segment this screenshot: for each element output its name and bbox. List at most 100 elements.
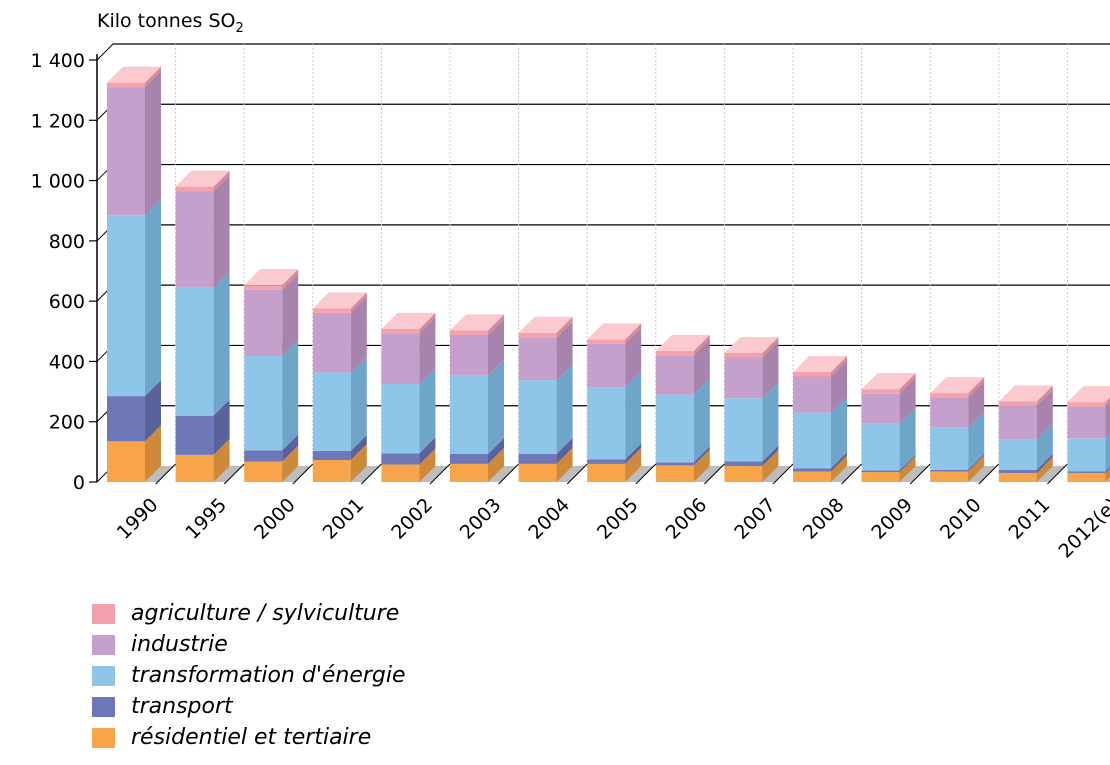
bar-segment-side bbox=[762, 450, 779, 482]
bar-segment bbox=[1067, 471, 1106, 473]
bar-stack bbox=[381, 312, 436, 482]
legend-item: transport bbox=[92, 691, 406, 722]
bar-segment-side bbox=[762, 445, 779, 467]
bar-segment-side bbox=[968, 411, 985, 470]
bar-stack bbox=[1067, 386, 1110, 482]
legend-swatch bbox=[92, 727, 115, 748]
bar-segment-side bbox=[213, 170, 230, 192]
bar-stack bbox=[724, 336, 779, 482]
bar-segment-side bbox=[625, 371, 642, 460]
bar-segment bbox=[724, 398, 763, 462]
legend-item: résidentiel et tertiaire bbox=[92, 722, 406, 753]
bar-segment-side bbox=[625, 443, 642, 464]
bar-top bbox=[930, 377, 985, 394]
bar-segment bbox=[998, 401, 1037, 407]
x-tick-label: 1995 bbox=[181, 494, 231, 544]
bar-segment-side bbox=[762, 382, 779, 462]
bar-segment bbox=[930, 393, 969, 398]
bar-segment-side bbox=[693, 378, 710, 463]
bar-segment bbox=[107, 441, 145, 482]
bar-segment-side bbox=[488, 447, 504, 482]
bar-segment bbox=[518, 463, 557, 482]
bar-segment-side bbox=[1105, 466, 1110, 473]
bar-segment-side bbox=[693, 446, 710, 466]
bar-segment-side bbox=[899, 377, 916, 424]
bar-stack bbox=[175, 170, 230, 482]
bar-segment bbox=[930, 427, 969, 470]
bar-segment bbox=[930, 469, 969, 472]
bar-segment-side bbox=[899, 454, 916, 473]
bar-segment bbox=[587, 463, 626, 482]
bar-segment-side bbox=[968, 381, 985, 428]
bar-segment-side bbox=[213, 438, 230, 482]
floor-separator bbox=[498, 463, 519, 485]
bar-stack bbox=[244, 269, 299, 482]
bar-segment bbox=[1067, 402, 1106, 407]
bar-segment bbox=[1067, 472, 1106, 482]
bar-segment-side bbox=[419, 368, 436, 454]
bar-segment-side bbox=[899, 407, 916, 471]
bar-segment bbox=[175, 186, 214, 192]
x-tick-label: 2004 bbox=[524, 494, 574, 544]
x-axis-labels: 1990 1995 2000 2001 2002 2003 2004 2005 2006 2007… bbox=[113, 494, 1110, 560]
x-tick-label: 2008 bbox=[799, 494, 849, 544]
bar-top bbox=[450, 314, 504, 331]
bar-segment-side bbox=[488, 437, 504, 464]
bar-segment bbox=[587, 459, 626, 464]
y-axis-title: Kilo tonnes SO2 bbox=[97, 10, 244, 36]
bar-segment bbox=[998, 469, 1037, 473]
x-tick-label: 2000 bbox=[250, 494, 300, 544]
bar-segment bbox=[793, 376, 831, 413]
bar-stack bbox=[861, 373, 916, 482]
bar-segment bbox=[587, 339, 626, 344]
bar-segment bbox=[998, 472, 1037, 482]
bar-top bbox=[312, 292, 367, 309]
bar-segment bbox=[107, 87, 145, 216]
bar-segment-side bbox=[1105, 468, 1110, 482]
bar-segment-side bbox=[145, 199, 161, 397]
legend-swatch bbox=[92, 665, 115, 686]
bar-segment bbox=[244, 356, 283, 451]
bar-segment-side bbox=[762, 336, 779, 358]
bar-segment bbox=[175, 454, 214, 482]
bar-segment bbox=[655, 350, 694, 356]
bar-stack bbox=[107, 66, 161, 482]
bar-top bbox=[861, 373, 916, 390]
bar-segment bbox=[1067, 406, 1106, 439]
bar-segment bbox=[655, 465, 694, 482]
y-tick-label: 200 bbox=[49, 412, 85, 434]
bar-segment bbox=[587, 387, 626, 460]
bar-segment bbox=[312, 308, 351, 313]
bar-segment bbox=[861, 389, 900, 394]
x-tick-label: 2007 bbox=[730, 494, 780, 544]
bar-segment-side bbox=[899, 456, 916, 482]
bar-segment bbox=[244, 461, 283, 482]
bar-segment bbox=[861, 472, 900, 482]
bar-segment-side bbox=[1036, 453, 1053, 473]
bar-segment bbox=[381, 328, 420, 334]
bar-top bbox=[244, 269, 299, 286]
bar-segment-side bbox=[350, 296, 367, 373]
bar-segment bbox=[107, 82, 145, 88]
y-tick-label: 1 000 bbox=[31, 171, 85, 193]
bar-segment-side bbox=[693, 334, 710, 356]
bar-segment bbox=[175, 287, 214, 416]
x-tick-label: 2012(e) bbox=[1054, 494, 1110, 560]
bar-top bbox=[1067, 386, 1110, 403]
bar-stack bbox=[312, 292, 367, 482]
bar-segment-side bbox=[282, 273, 299, 357]
legend-label: résidentiel et tertiaire bbox=[131, 725, 372, 750]
bar-segment bbox=[861, 423, 900, 471]
bar-segment bbox=[381, 384, 420, 454]
bar-segment-side bbox=[282, 340, 299, 451]
bar-segment-side bbox=[762, 341, 779, 399]
y-tick-label: 1 200 bbox=[31, 110, 85, 132]
bar-segment bbox=[450, 463, 488, 482]
bar-segment bbox=[724, 357, 763, 399]
bar-stack bbox=[930, 377, 985, 482]
x-tick-label: 2001 bbox=[319, 494, 369, 544]
floor-separator bbox=[704, 463, 725, 485]
bar-top bbox=[381, 312, 436, 329]
bar-segment-side bbox=[1036, 385, 1053, 407]
bar-segment-side bbox=[145, 66, 161, 88]
